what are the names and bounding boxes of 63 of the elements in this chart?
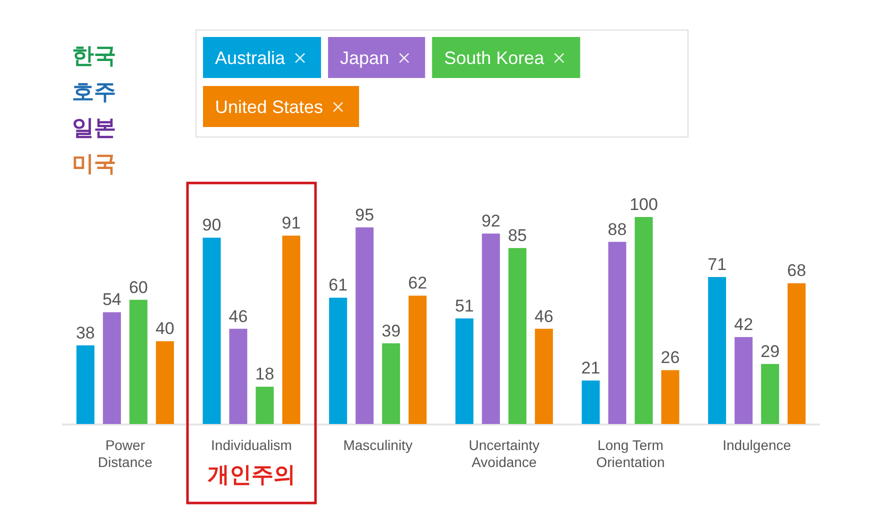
bar xyxy=(661,370,680,424)
bar xyxy=(608,242,626,424)
x-tick-label: Power Distance xyxy=(98,437,153,470)
text: United States xyxy=(215,97,324,117)
x-tick-label: Uncertainty Avoidance xyxy=(468,437,540,470)
data-label: 92 xyxy=(481,212,500,231)
bar xyxy=(156,341,174,424)
text: 미국 xyxy=(72,151,116,176)
text: 한국 xyxy=(72,43,116,68)
bar xyxy=(356,227,374,424)
bar xyxy=(482,234,500,424)
bar xyxy=(329,298,348,424)
data-label: 71 xyxy=(708,255,727,274)
data-label: 95 xyxy=(355,205,374,224)
bar xyxy=(76,345,94,424)
x-tick-label: Long Term Orientation xyxy=(596,437,665,470)
bar xyxy=(582,380,600,424)
bar xyxy=(382,343,400,424)
bar xyxy=(708,277,726,424)
text: 개인주의 xyxy=(208,462,296,487)
bar xyxy=(229,328,248,424)
data-label: 42 xyxy=(734,315,754,334)
data-label: 60 xyxy=(128,278,148,297)
text: 호주 xyxy=(72,79,116,104)
data-label: 90 xyxy=(202,216,222,235)
bar xyxy=(508,248,526,424)
data-label: 62 xyxy=(408,274,428,293)
data-label: 26 xyxy=(660,348,680,368)
bar xyxy=(408,296,427,424)
text: Australia xyxy=(215,48,286,68)
data-label: 46 xyxy=(534,306,554,326)
data-label: 39 xyxy=(382,321,401,340)
data-label: 54 xyxy=(102,290,122,310)
data-label: 40 xyxy=(155,319,174,338)
text: 일본 xyxy=(72,115,116,140)
data-label: 21 xyxy=(581,358,600,378)
data-label: 91 xyxy=(282,214,301,233)
data-label: 61 xyxy=(328,276,348,295)
bar xyxy=(256,386,274,424)
data-label: 100 xyxy=(630,195,658,214)
bar xyxy=(734,337,753,424)
bar xyxy=(634,217,653,424)
data-label: 29 xyxy=(760,342,780,361)
bar xyxy=(202,238,221,424)
data-label: 46 xyxy=(228,306,248,326)
bar xyxy=(102,312,121,424)
bar xyxy=(129,300,148,424)
text: South Korea xyxy=(444,48,544,68)
bar xyxy=(455,318,474,424)
bar xyxy=(761,364,780,424)
x-tick-label: Indulgence xyxy=(722,437,792,453)
data-label: 68 xyxy=(787,261,806,280)
data-label: 18 xyxy=(255,364,274,384)
data-label: 51 xyxy=(454,296,474,316)
x-tick-label: Masculinity xyxy=(343,437,412,453)
text: Japan xyxy=(340,48,390,68)
data-label: 38 xyxy=(76,323,95,342)
data-label: 88 xyxy=(608,220,627,239)
bar xyxy=(282,236,300,424)
data-label: 85 xyxy=(508,226,527,246)
x-tick-label: Individualism xyxy=(211,437,292,453)
bar xyxy=(788,283,806,424)
bar xyxy=(534,328,553,424)
